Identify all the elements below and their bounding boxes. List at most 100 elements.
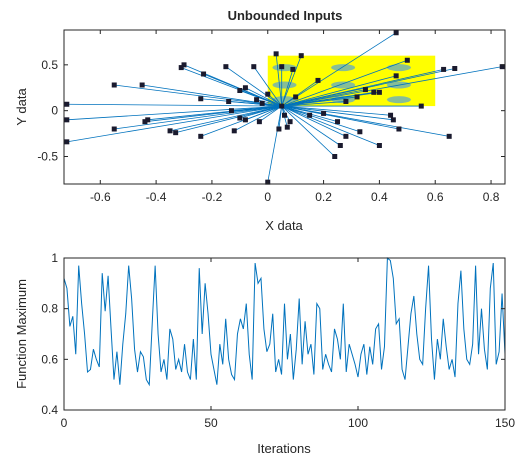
scatter-point [452, 66, 458, 71]
scatter-link [245, 87, 282, 107]
scatter-link [281, 105, 324, 114]
scatter-point [376, 89, 382, 95]
y-axis-label: Function Maximum [14, 279, 29, 389]
y-tick-label: 0.8 [41, 302, 58, 316]
scatter-link [281, 105, 360, 133]
scatter-link [114, 105, 282, 130]
scatter-point [276, 126, 282, 132]
scatter-link [281, 68, 455, 107]
scatter-point [279, 103, 285, 109]
x-tick-label: 100 [348, 416, 368, 430]
scatter-point [441, 66, 447, 72]
scatter-point [201, 71, 207, 77]
scatter-point [499, 64, 505, 70]
scatter-point [390, 117, 396, 123]
highlight-blob [272, 81, 297, 89]
scatter-link [281, 105, 380, 146]
scatter-link [281, 105, 336, 157]
scatter-link [281, 91, 380, 107]
scatter-point [139, 82, 145, 88]
scatter-point [64, 101, 70, 107]
x-tick-label: 0 [264, 190, 271, 204]
scatter-link [114, 84, 282, 107]
y-tick-label: -0.5 [37, 150, 58, 164]
scatter-link [281, 75, 397, 107]
scatter-point [337, 143, 343, 148]
scatter-point [251, 64, 257, 70]
line-chart: 0 50 100 150 0.4 0.6 0.8 1 Iterations Function… [14, 251, 515, 456]
scatter-link [239, 105, 282, 119]
scatter-point [242, 117, 248, 123]
scatter-point [223, 64, 229, 70]
x-tick-label: 0.4 [371, 190, 388, 204]
scatter-point [293, 94, 299, 100]
scatter-point [111, 126, 117, 132]
highlight-blob [331, 81, 356, 89]
scatter-point [273, 51, 279, 57]
scatter-point [393, 73, 399, 79]
scatter-point [198, 96, 204, 102]
x-tick-label: 0.6 [427, 190, 444, 204]
highlight-blob [386, 96, 411, 104]
scatter-link [281, 80, 319, 107]
scatter-point [335, 119, 341, 125]
scatter-point [64, 117, 70, 123]
scatter-link [253, 66, 283, 107]
scatter-link [281, 105, 394, 121]
scatter-point [173, 130, 179, 136]
scatter-link [239, 90, 282, 107]
chart-title: Unbounded Inputs [228, 8, 343, 23]
scatter-point [242, 85, 248, 91]
x-axis-label: X data [265, 218, 303, 233]
scatter-point [237, 115, 243, 121]
scatter-point [181, 62, 187, 68]
scatter-link [203, 73, 282, 107]
scatter-link [281, 59, 408, 107]
scatter-link [66, 105, 282, 121]
y-tick-label: 0.5 [41, 58, 58, 72]
scatter-link [225, 66, 282, 107]
scatter-point [321, 110, 327, 116]
scatter-point [284, 124, 290, 130]
scatter-point [307, 112, 313, 118]
scatter-point [226, 99, 232, 104]
x-tick-label: 0.8 [483, 190, 500, 204]
scatter-link [281, 105, 391, 116]
scatter-point [231, 128, 237, 134]
scatter-point [362, 87, 368, 93]
scatter-point [279, 64, 285, 70]
series-line [63, 256, 506, 387]
scatter-link [245, 105, 282, 121]
scatter-link [175, 105, 282, 134]
scatter-point [142, 119, 148, 125]
scatter-point [371, 89, 377, 95]
scatter-point [396, 126, 402, 132]
scatter-link [281, 69, 294, 107]
y-tick-label: 0 [51, 104, 58, 118]
scatter-point [228, 108, 234, 114]
y-tick-label: 0.6 [41, 352, 58, 366]
scatter-point [256, 119, 262, 125]
scatter-point [111, 82, 117, 88]
scatter-link [281, 105, 347, 137]
x-tick-label: -0.2 [202, 190, 223, 204]
scatter-point [298, 53, 304, 59]
x-tick-label: 0 [61, 416, 68, 430]
scatter-point [64, 139, 70, 145]
scatter-point [259, 100, 265, 106]
scatter-point [287, 119, 293, 125]
scatter-point [178, 65, 184, 71]
scatter-point [282, 112, 287, 118]
plot-area-frame [63, 29, 506, 185]
scatter-point [332, 154, 338, 159]
scatter-point [404, 57, 410, 63]
scatter-point [254, 97, 260, 103]
scatter-link [231, 105, 282, 112]
x-axis-label: Iterations [257, 441, 311, 456]
scatter-link [281, 101, 346, 107]
highlight-blob [386, 64, 411, 72]
scatter-link [234, 105, 282, 132]
scatter-link [256, 99, 282, 107]
y-tick-label: 0.4 [41, 403, 58, 417]
